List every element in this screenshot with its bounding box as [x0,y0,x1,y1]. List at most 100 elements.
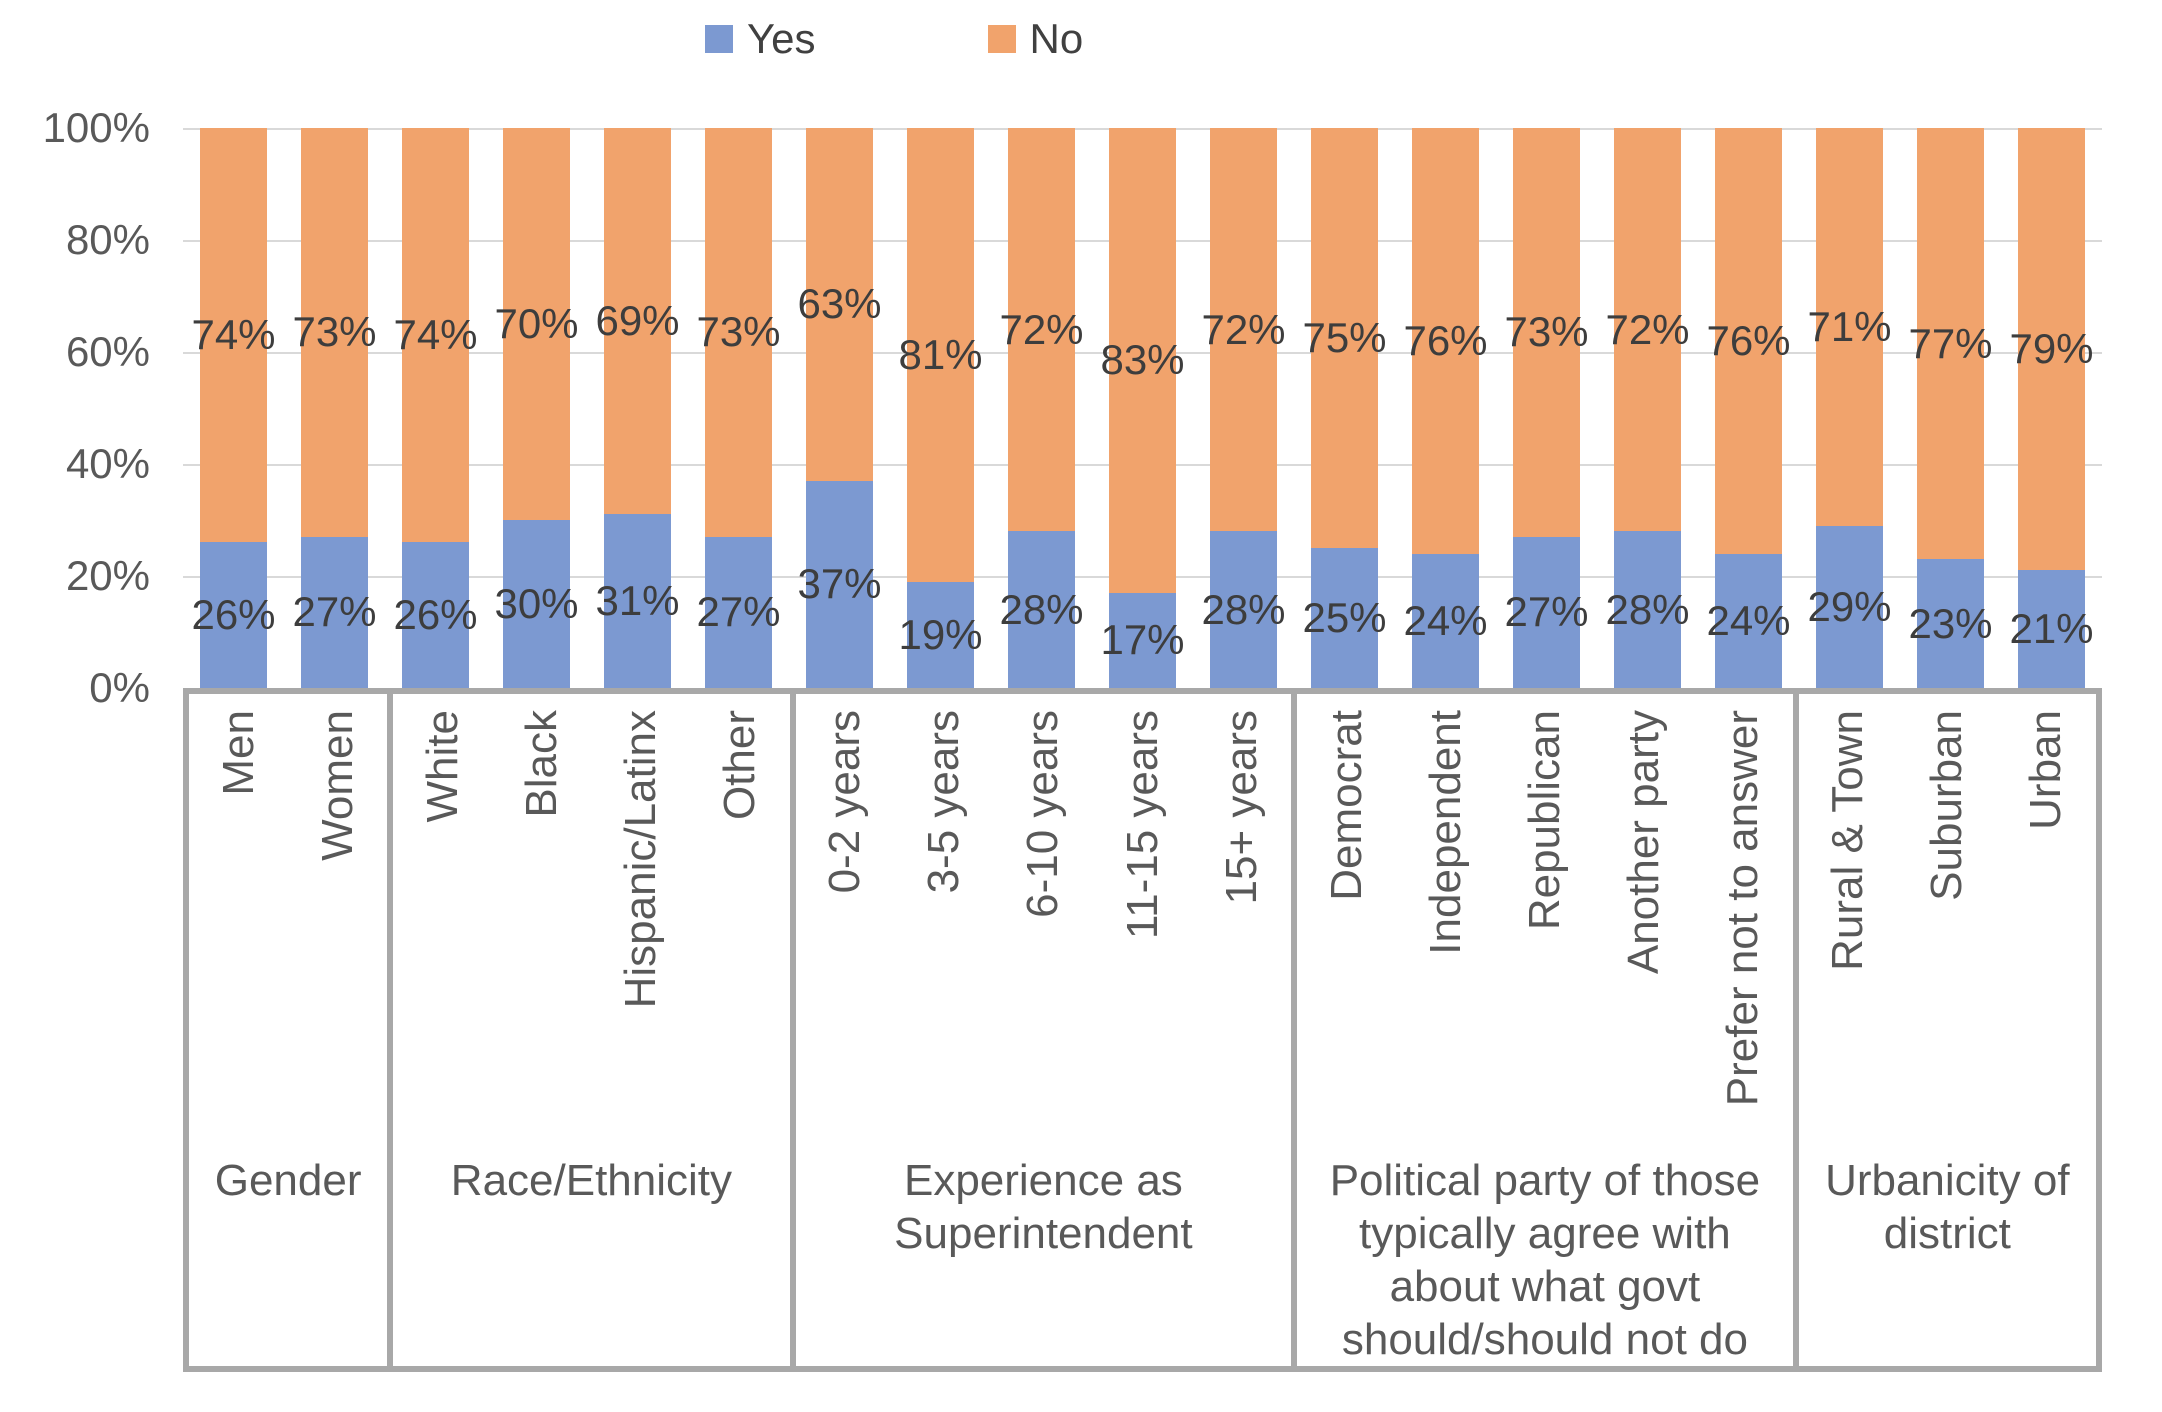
data-label-no: 83% [1100,336,1185,384]
bar-segment-no: 76% [1403,128,1488,554]
bar-slot: 76% 24% [1698,128,1799,688]
bar-slot: 73% 27% [284,128,385,688]
group-box: Democrat Independent Republican Another par… [1291,688,1793,1372]
category-label: 11-15 years [1117,710,1167,940]
category-label: Rural & Town [1823,710,1873,971]
bar-slot: 79% 21% [2001,128,2102,688]
category-label-slot: Black [492,710,591,1150]
bar-slot: 81% 19% [890,128,991,688]
bar-slot: 73% 27% [688,128,789,688]
plot-area: 74% 26% 73% 27% 74% 26% 70% 30% 69% 31% 73% 27% 63% 3… [183,128,2102,688]
data-label-yes: 31% [595,577,680,625]
legend-label-no: No [1029,15,1084,62]
group-box: 0-2 years 3-5 years 6-10 years 11-15 years 1… [789,688,1292,1372]
y-axis-tick-label: 40% [65,440,150,487]
bar-segment-no: 83% [1100,128,1185,593]
bar-segment-yes: 28% [1201,531,1286,688]
bar-slot: 76% 24% [1395,128,1496,688]
group-box: Rural & Town Suburban Urban Urbanicity of d… [1792,688,2102,1372]
bar-slot: 72% 28% [991,128,1092,688]
bar: 72% 28% [1605,128,1690,688]
data-label-yes: 37% [797,560,882,608]
group-title: Race/Ethnicity [450,1156,733,1205]
group-title: Urbanicity of district [1825,1156,2070,1258]
bar-slot: 72% 28% [1597,128,1698,688]
bar-segment-no: 74% [393,128,478,543]
bar-segment-yes: 19% [898,581,983,688]
category-label-slot: White [393,710,492,1150]
category-label: Democrat [1321,710,1371,901]
y-axis: 100% 80% 60% 40% 20% 0% [0,104,150,711]
category-label: Other [715,710,765,821]
data-label-no: 72% [1605,305,1690,353]
group-title: Gender [214,1156,362,1205]
legend-item-yes: Yes [705,18,816,60]
bar-group: 74% 26% 70% 30% 69% 31% 73% 27% [385,128,789,688]
category-label-slot: Men [189,710,288,1150]
data-label-no: 70% [494,300,579,347]
bar-segment-yes: 24% [1706,553,1791,688]
bar-segment-yes: 29% [1807,525,1892,688]
bar-segment-no: 72% [1605,128,1690,532]
data-label-yes: 28% [1605,585,1690,633]
bar-segment-no: 73% [1504,128,1589,537]
bar-slot: 83% 17% [1092,128,1193,688]
category-label-slot: Rural & Town [1799,710,1898,1150]
data-label-yes: 26% [191,591,276,639]
group-title: Experience as Superintendent [894,1156,1193,1258]
bar-group: 63% 37% 81% 19% 72% 28% 83% 17% 72% 28% [789,128,1294,688]
data-label-yes: 23% [1908,599,1993,647]
data-label-no: 69% [595,297,680,345]
bar: 71% 29% [1807,128,1892,688]
bar-group: 75% 25% 76% 24% 73% 27% 72% 28% 76% 24% [1294,128,1799,688]
bar-segment-no: 74% [191,128,276,543]
bar-slot: 74% 26% [183,128,284,688]
group-box: White Black Hispanic/Latinx Other Race/Ethni… [387,688,790,1372]
category-label-slot: Independent [1396,710,1495,1150]
category-label-slot: Urban [1997,710,2096,1150]
data-label-yes: 29% [1807,582,1892,630]
category-label-slot: Hispanic/Latinx [591,710,690,1150]
group-box: Men Women Gender [183,688,388,1372]
category-label: Prefer not to answer [1718,710,1768,1107]
y-axis-tick-label: 20% [65,552,150,599]
bar: 72% 28% [999,128,1084,688]
bar-segment-yes: 25% [1302,548,1387,688]
group-title: Political party of those typically agree… [1329,1156,1761,1364]
bar: 63% 37% [797,128,882,688]
bar: 79% 21% [2009,128,2094,688]
bar: 75% 25% [1302,128,1387,688]
bar-segment-yes: 21% [2009,570,2094,688]
bar-segment-yes: 24% [1403,553,1488,688]
category-label: Urban [2021,710,2071,830]
bar-segment-no: 72% [999,128,1084,532]
bar-segment-no: 72% [1201,128,1286,532]
category-label-slot: 15+ years [1192,710,1291,1150]
category-label: Men [213,710,263,796]
data-label-no: 73% [292,308,377,356]
data-label-no: 74% [191,311,276,359]
category-label: White [417,710,467,823]
bar: 70% 30% [494,128,579,688]
bar-segment-no: 70% [494,128,579,520]
bar-segment-yes: 28% [1605,531,1690,688]
data-label-yes: 24% [1706,596,1791,644]
bar-segment-no: 77% [1908,128,1993,560]
category-label: Another party [1619,710,1669,975]
y-axis-tick-label: 100% [42,104,150,151]
category-label-slot: 0-2 years [796,710,895,1150]
bar-segment-no: 79% [2009,128,2094,571]
data-label-yes: 21% [2009,605,2094,653]
category-label-row: Rural & Town Suburban Urban [1799,694,2096,1150]
legend-swatch-no-icon [987,25,1016,53]
category-label-row: Democrat Independent Republican Another par… [1297,694,1793,1150]
bar-segment-yes: 27% [1504,536,1589,688]
data-label-yes: 26% [393,591,478,639]
data-label-no: 63% [797,280,882,328]
data-label-no: 72% [999,305,1084,353]
bar-segment-no: 71% [1807,128,1892,526]
bar: 69% 31% [595,128,680,688]
category-label-row: Men Women [189,694,387,1150]
category-label-row: 0-2 years 3-5 years 6-10 years 11-15 years 1… [796,694,1292,1150]
